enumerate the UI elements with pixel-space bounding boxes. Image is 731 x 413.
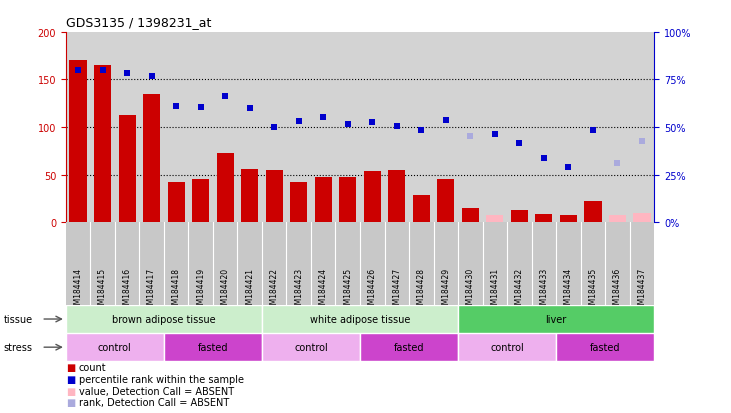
Bar [314,178,332,223]
Text: count: count [79,363,107,373]
Text: tissue: tissue [4,314,33,324]
Text: brown adipose tissue: brown adipose tissue [112,314,216,324]
Bar [143,95,160,223]
Text: fasted: fasted [394,342,424,352]
Text: stress: stress [4,342,33,352]
Bar [609,215,626,223]
Text: ■: ■ [66,397,75,407]
Bar [241,169,258,223]
Text: control: control [491,342,524,352]
Bar [360,333,458,361]
Text: liver: liver [545,314,567,324]
Bar [290,183,307,223]
Bar [364,171,381,223]
Bar [462,208,479,223]
Bar [556,333,654,361]
Bar [167,183,185,223]
Bar [216,153,234,223]
Bar [633,213,651,223]
Bar [66,305,262,333]
Text: GDS3135 / 1398231_at: GDS3135 / 1398231_at [66,16,211,28]
Bar [560,215,577,223]
Text: control: control [98,342,132,352]
Bar [69,61,87,223]
Bar [118,116,136,223]
Bar [164,333,262,361]
Bar [486,216,504,223]
Text: rank, Detection Call = ABSENT: rank, Detection Call = ABSENT [79,397,230,407]
Bar [192,180,209,223]
Bar [584,202,602,223]
Text: ■: ■ [66,386,75,396]
Bar [437,180,455,223]
Bar [262,333,360,361]
Bar [94,66,111,223]
Bar [511,210,528,223]
Bar [413,196,430,223]
Text: percentile rank within the sample: percentile rank within the sample [79,374,244,384]
Bar [339,178,356,223]
Text: ■: ■ [66,374,75,384]
Text: value, Detection Call = ABSENT: value, Detection Call = ABSENT [79,386,234,396]
Bar [265,170,283,223]
Text: ■: ■ [66,363,75,373]
Bar [458,305,654,333]
Text: fasted: fasted [590,342,621,352]
Text: control: control [294,342,328,352]
Text: white adipose tissue: white adipose tissue [310,314,410,324]
Text: fasted: fasted [197,342,228,352]
Bar [262,305,458,333]
Bar [66,333,164,361]
Bar [535,214,553,223]
Bar [388,170,406,223]
Bar [458,333,556,361]
